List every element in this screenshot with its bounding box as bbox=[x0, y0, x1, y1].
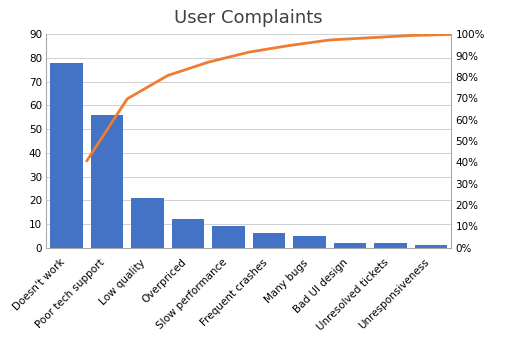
Bar bbox=[334, 243, 366, 248]
Bar bbox=[91, 115, 123, 248]
Bar bbox=[253, 234, 285, 248]
Bar bbox=[50, 63, 83, 248]
Bar bbox=[374, 243, 407, 248]
Bar bbox=[293, 236, 326, 248]
Bar bbox=[415, 245, 447, 248]
Bar bbox=[172, 219, 204, 248]
Title: User Complaints: User Complaints bbox=[174, 9, 323, 27]
Bar bbox=[212, 226, 245, 248]
Bar bbox=[131, 198, 164, 248]
